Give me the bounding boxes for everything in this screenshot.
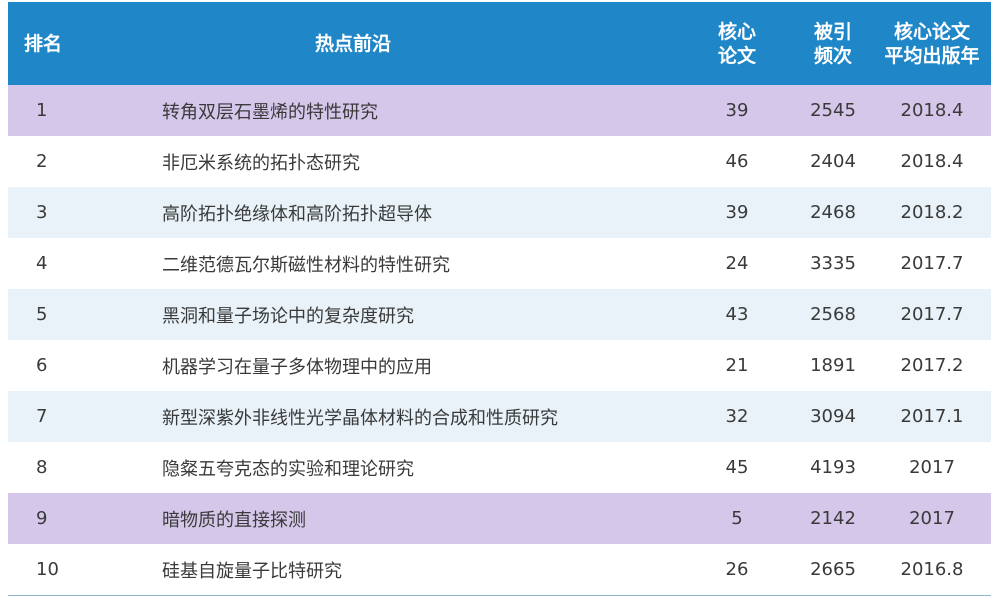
table-row: 7 新型深紫外非线性光学晶体材料的合成和性质研究 32 3094 2017.1 xyxy=(8,391,991,442)
row-citations: 4193 xyxy=(810,457,856,478)
row-avg-year: 2017.7 xyxy=(900,253,964,274)
row-avg-year: 2017 xyxy=(909,457,955,478)
row-citations: 2142 xyxy=(810,508,856,529)
row-topic: 高阶拓扑绝缘体和高阶拓扑超导体 xyxy=(162,203,432,225)
row-core-papers: 39 xyxy=(725,100,749,121)
row-rank: 3 xyxy=(36,202,48,223)
row-avg-year: 2018.4 xyxy=(900,151,964,172)
hot-topics-table: 排名 热点前沿 核心 论文 被引 频次 核心论文 平均出版年 1 转角双层石墨烯的… xyxy=(8,2,991,596)
row-core-papers: 26 xyxy=(725,559,749,580)
row-topic: 隐粲五夸克态的实验和理论研究 xyxy=(162,458,414,480)
header-avg-year: 核心论文 平均出版年 xyxy=(873,2,991,85)
header-rank: 排名 xyxy=(24,32,63,55)
row-avg-year: 2017.2 xyxy=(900,355,964,376)
row-topic: 硅基自旋量子比特研究 xyxy=(162,560,342,582)
row-rank: 1 xyxy=(36,100,48,121)
table-row: 2 非厄米系统的拓扑态研究 46 2404 2018.4 xyxy=(8,136,991,187)
row-topic: 机器学习在量子多体物理中的应用 xyxy=(162,356,432,378)
row-citations: 2545 xyxy=(810,100,856,121)
row-core-papers: 45 xyxy=(725,457,749,478)
table-row: 3 高阶拓扑绝缘体和高阶拓扑超导体 39 2468 2018.2 xyxy=(8,187,991,238)
row-citations: 3094 xyxy=(810,406,856,427)
row-core-papers: 5 xyxy=(731,508,743,529)
row-core-papers: 21 xyxy=(725,355,749,376)
table-row: 9 暗物质的直接探测 5 2142 2017 xyxy=(8,493,991,544)
header-core-line2: 论文 xyxy=(717,44,756,67)
row-core-papers: 24 xyxy=(725,253,749,274)
row-avg-year: 2018.4 xyxy=(900,100,964,121)
row-topic: 非厄米系统的拓扑态研究 xyxy=(162,152,360,174)
row-rank: 10 xyxy=(36,559,59,580)
header-year-line1: 核心论文 xyxy=(893,20,970,43)
row-avg-year: 2018.2 xyxy=(900,202,964,223)
row-rank: 7 xyxy=(36,406,48,427)
row-topic: 黑洞和量子场论中的复杂度研究 xyxy=(162,305,414,327)
row-rank: 9 xyxy=(36,508,48,529)
row-avg-year: 2017.1 xyxy=(900,406,964,427)
header-core-line1: 核心 xyxy=(717,20,756,43)
row-citations: 2404 xyxy=(810,151,856,172)
table-body: 1 转角双层石墨烯的特性研究 39 2545 2018.4 2 非厄米系统的拓扑态研究 46 2… xyxy=(8,85,991,596)
row-rank: 5 xyxy=(36,304,48,325)
row-topic: 新型深紫外非线性光学晶体材料的合成和性质研究 xyxy=(162,407,558,429)
row-core-papers: 43 xyxy=(725,304,749,325)
table-row: 5 黑洞和量子场论中的复杂度研究 43 2568 2017.7 xyxy=(8,289,991,340)
row-rank: 4 xyxy=(36,253,48,274)
row-rank: 8 xyxy=(36,457,48,478)
header-year-line2: 平均出版年 xyxy=(884,44,980,67)
table-row: 8 隐粲五夸克态的实验和理论研究 45 4193 2017 xyxy=(8,442,991,493)
row-avg-year: 2016.8 xyxy=(900,559,964,580)
row-core-papers: 39 xyxy=(725,202,749,223)
row-citations: 2665 xyxy=(810,559,856,580)
header-topic: 热点前沿 xyxy=(314,32,391,55)
row-core-papers: 32 xyxy=(725,406,749,427)
header-citations: 被引 频次 xyxy=(793,2,873,85)
row-citations: 3335 xyxy=(810,253,856,274)
row-citations: 1891 xyxy=(810,355,856,376)
row-avg-year: 2017 xyxy=(909,508,955,529)
row-citations: 2468 xyxy=(810,202,856,223)
header-core-papers: 核心 论文 xyxy=(681,2,793,85)
row-avg-year: 2017.7 xyxy=(900,304,964,325)
row-topic: 暗物质的直接探测 xyxy=(162,509,306,531)
row-core-papers: 46 xyxy=(725,151,749,172)
table-row: 6 机器学习在量子多体物理中的应用 21 1891 2017.2 xyxy=(8,340,991,391)
row-rank: 6 xyxy=(36,355,48,376)
table-row: 10 硅基自旋量子比特研究 26 2665 2016.8 xyxy=(8,544,991,596)
row-topic: 二维范德瓦尔斯磁性材料的特性研究 xyxy=(162,254,450,276)
row-citations: 2568 xyxy=(810,304,856,325)
table-header: 排名 热点前沿 核心 论文 被引 频次 核心论文 平均出版年 xyxy=(8,2,991,85)
header-cited-line1: 被引 xyxy=(813,20,852,43)
table-row: 4 二维范德瓦尔斯磁性材料的特性研究 24 3335 2017.7 xyxy=(8,238,991,289)
row-rank: 2 xyxy=(36,151,48,172)
table-row: 1 转角双层石墨烯的特性研究 39 2545 2018.4 xyxy=(8,85,991,136)
row-topic: 转角双层石墨烯的特性研究 xyxy=(162,101,378,123)
header-cited-line2: 频次 xyxy=(813,44,852,67)
